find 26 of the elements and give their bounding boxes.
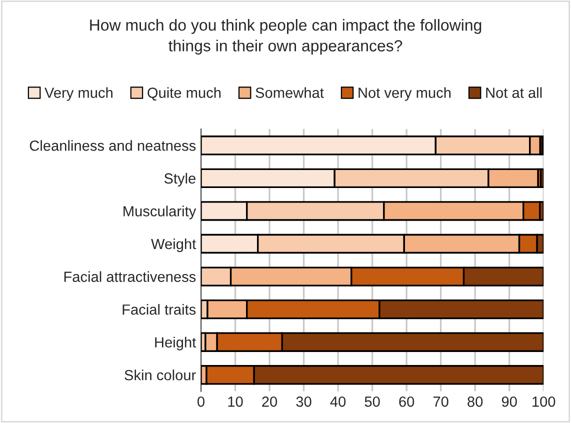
x-tick-label: 0 [198,396,204,407]
x-tick-label: 60 [399,396,414,407]
x-tick-label: 50 [364,396,380,407]
y-tick-label: Style [164,172,196,186]
bar [540,168,544,188]
legend-label: Not very much [358,87,451,101]
x-tick-label: 100 [532,396,556,407]
y-tick-label: Cleanliness and neatness [30,140,196,151]
y-tick-label: Height [155,336,196,350]
y-tick-label: Facial traits [122,304,196,315]
y-tick-label: Facial attractiveness [64,271,196,282]
legend-label: Not at all [486,87,542,98]
x-tick-label: 70 [433,396,448,407]
x-tick-label: 30 [296,396,312,407]
x-tick-label: 90 [502,396,517,407]
chart-title: How much do you think people can impact the following things in their own appearances? [90,19,482,55]
y-tick-label: Skin colour [124,370,196,380]
x-tick-label: 80 [468,396,483,407]
legend-label: Quite much [148,87,221,101]
x-tick-label: 20 [262,396,278,407]
y-tick-label: Weight [151,238,196,252]
x-tick-label: 40 [330,396,346,407]
legend-label: Very much [44,87,112,101]
y-tick-label: Muscularity [124,206,196,220]
x-tick-label: 10 [228,396,243,407]
legend-label: Somewhat [256,87,324,98]
